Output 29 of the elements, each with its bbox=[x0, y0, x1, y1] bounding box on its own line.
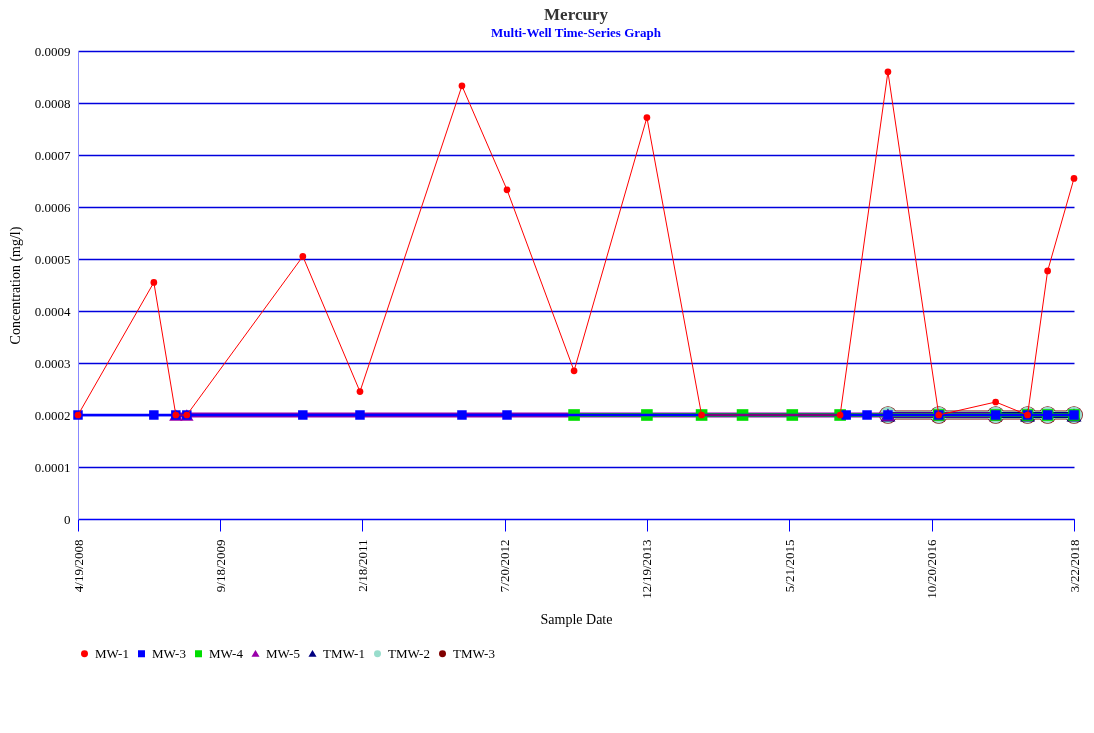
x-tick-label: 2/18/2011 bbox=[354, 539, 370, 592]
y-tick-label: 0.0001 bbox=[34, 459, 71, 475]
y-tick-label: 0.0006 bbox=[34, 199, 71, 215]
x-tick-label: 9/18/2009 bbox=[212, 539, 228, 593]
y-tick-label: 0.0008 bbox=[34, 95, 71, 111]
x-tick-label: 7/20/2012 bbox=[497, 539, 513, 593]
y-tick-label: 0 bbox=[64, 511, 71, 527]
x-tick-label: 10/20/2016 bbox=[924, 539, 940, 599]
y-tick-label: 0.0007 bbox=[34, 147, 71, 163]
y-tick-label: 0.0009 bbox=[34, 43, 71, 59]
legend-label: MW-3 bbox=[152, 645, 186, 661]
legend-label: MW-5 bbox=[266, 645, 300, 661]
y-tick-label: 0.0004 bbox=[34, 303, 71, 319]
y-tick-label: 0.0003 bbox=[34, 355, 71, 371]
chart-subtitle: Multi-Well Time-Series Graph bbox=[491, 25, 662, 40]
chart-title: Mercury bbox=[544, 5, 609, 24]
y-tick-label: 0.0005 bbox=[34, 251, 71, 267]
y-axis-title: Concentration (mg/l) bbox=[7, 226, 24, 345]
x-axis-title: Sample Date bbox=[540, 611, 613, 627]
legend-label: TMW-3 bbox=[453, 645, 495, 661]
x-tick-label: 4/19/2008 bbox=[70, 539, 86, 593]
x-tick-label: 12/19/2013 bbox=[639, 539, 655, 599]
legend-label: TMW-1 bbox=[323, 645, 365, 661]
y-tick-label: 0.0002 bbox=[34, 407, 71, 423]
legend-label: MW-4 bbox=[209, 645, 244, 661]
legend-label: TMW-2 bbox=[388, 645, 430, 661]
x-tick-label: 3/22/2018 bbox=[1066, 539, 1082, 593]
x-tick-label: 5/21/2015 bbox=[781, 539, 797, 593]
legend-label: MW-1 bbox=[95, 645, 129, 661]
